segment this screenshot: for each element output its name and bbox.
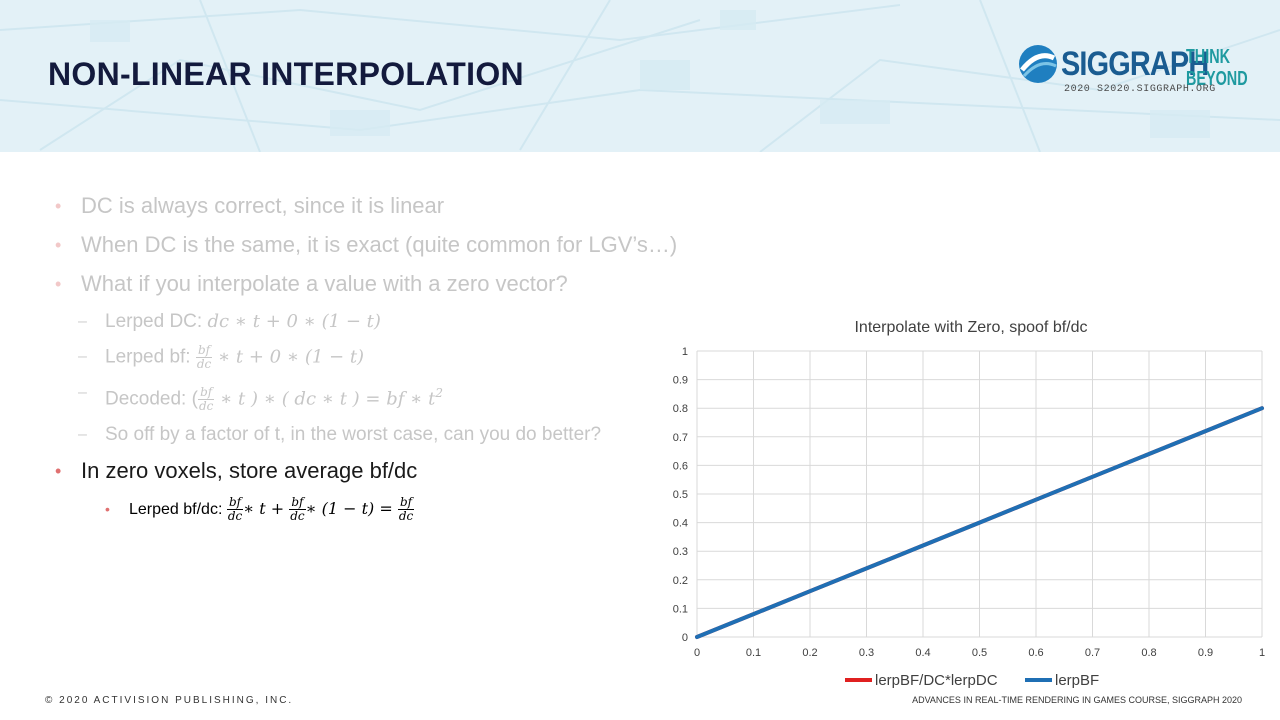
fraction-bf-dc: bf dc (197, 385, 215, 413)
sub-bullet-lerped-dc: Lerped DC: dc ∗ t + 0 ∗ (1 − t) (52, 309, 692, 335)
sub-bullet-label: Lerped bf: (105, 346, 196, 368)
fraction-numerator: bf (226, 496, 244, 511)
y-tick-label: 0 (682, 632, 688, 644)
bullet-text: DC is always correct, since it is linear (81, 193, 445, 218)
fraction-denominator: dc (290, 509, 305, 524)
logo-wordmark: SIGGRAPH (1061, 45, 1209, 83)
bullet-dc-correct: DC is always correct, since it is linear (52, 192, 692, 220)
x-tick-label: 0.8 (1141, 647, 1156, 659)
y-tick-label: 0.3 (673, 546, 688, 558)
x-axis-ticks: 0 0.1 0.2 0.3 0.4 0.5 0.6 0.7 0.8 0.9 1 (694, 647, 1265, 659)
chart-grid (696, 350, 1263, 638)
bullet-text: What if you interpolate a value with a z… (81, 271, 568, 296)
map-background (0, 0, 1280, 152)
fraction-bf-dc: bf dc (226, 496, 244, 524)
y-tick-label: 0.6 (673, 460, 688, 472)
header-banner: NON-LINEAR INTERPOLATION SIGGRAPH THINK … (0, 0, 1280, 152)
formula-lerped-dc: dc ∗ t + 0 ∗ (1 − t) (207, 311, 381, 332)
logo-tagline: THINK BEYOND (1186, 46, 1248, 90)
formula-decoded: ∗ t ) ∗ ( dc ∗ t ) = (214, 388, 387, 410)
fraction-denominator: dc (196, 357, 212, 371)
fraction-denominator: dc (227, 509, 243, 524)
bullet-zero-vector: What if you interpolate a value with a z… (52, 270, 692, 298)
x-tick-label: 0.3 (859, 647, 874, 659)
fraction-numerator: bf (197, 385, 215, 400)
formula-decoded-result: bf ∗ t (386, 388, 436, 410)
logo-tagline-think: THINK (1186, 46, 1230, 68)
y-tick-label: 1 (682, 346, 688, 358)
footer-copyright: © 2020 ACTIVISION PUBLISHING, INC. (45, 695, 294, 706)
x-tick-label: 0.5 (972, 647, 987, 659)
y-tick-label: 0.7 (673, 432, 688, 444)
chart-title: Interpolate with Zero, spoof bf/dc (854, 319, 1087, 336)
legend-label-1: lerpBF/DC*lerpDC (875, 672, 998, 689)
fraction-bf-dc: bf dc (289, 496, 306, 524)
fraction-numerator: bf (289, 496, 306, 511)
formula-lerped-bf: ∗ t + 0 ∗ (1 − t) (212, 346, 365, 368)
bullet-list: DC is always correct, since it is linear… (52, 192, 692, 523)
fraction-numerator: bf (195, 344, 213, 358)
bullet-text: In zero voxels, store average bf/dc (81, 457, 418, 483)
sub-bullet-label: Decoded: ( (105, 388, 198, 410)
siggraph-logo: SIGGRAPH THINK BEYOND 2020 S2020.SIGGRAP… (1018, 44, 1248, 102)
logo-tagline-beyond: BEYOND (1186, 68, 1248, 90)
bullet-dc-same: When DC is the same, it is exact (quite … (52, 231, 692, 259)
y-axis-ticks: 0 0.1 0.2 0.3 0.4 0.5 0.6 0.7 0.8 0.9 1 (673, 346, 688, 644)
logo-subtitle: 2020 S2020.SIGGRAPH.ORG (1064, 84, 1216, 95)
y-tick-label: 0.8 (673, 403, 688, 415)
series-line-2 (695, 406, 1264, 639)
siggraph-swirl-icon (1019, 45, 1057, 83)
x-tick-label: 0.9 (1198, 647, 1213, 659)
y-tick-label: 0.4 (673, 518, 688, 530)
legend-label-2: lerpBF (1055, 672, 1099, 689)
formula-part-b: ∗ (1 − t) = (305, 498, 398, 518)
y-tick-label: 0.1 (673, 603, 688, 615)
fraction-denominator: dc (398, 509, 414, 524)
sub-bullet-label: Lerped DC: (105, 311, 208, 332)
x-tick-label: 0.4 (915, 647, 930, 659)
x-tick-label: 0.7 (1085, 647, 1100, 659)
x-tick-label: 0.2 (802, 647, 817, 659)
x-tick-label: 0.6 (1028, 647, 1043, 659)
fraction-denominator: dc (198, 398, 214, 413)
x-tick-label: 0.1 (746, 647, 761, 659)
bullet-zero-voxels: In zero voxels, store average bf/dc (52, 457, 692, 485)
fraction-bf-dc: bf dc (195, 344, 213, 371)
y-tick-label: 0.5 (673, 489, 688, 501)
sub-bullet-label: Lerped bf/dc: (129, 500, 227, 518)
chart-legend: lerpBF/DC*lerpDC lerpBF (845, 672, 1099, 689)
line-chart: Interpolate with Zero, spoof bf/dc 00.10… (673, 319, 1265, 689)
sub-bullet-off-by-factor: So off by a factor of t, in the worst ca… (52, 422, 692, 448)
x-tick-label: 0 (694, 647, 700, 659)
sub-bullet-text: So off by a factor of t, in the worst ca… (105, 423, 602, 445)
fraction-numerator: bf (397, 496, 415, 511)
page-title: NON-LINEAR INTERPOLATION (48, 56, 524, 92)
footer-course: ADVANCES IN REAL-TIME RENDERING IN GAMES… (912, 695, 1242, 705)
chart-series (695, 406, 1264, 639)
fraction-bf-dc: bf dc (397, 496, 415, 524)
x-tick-label: 1 (1259, 647, 1265, 659)
y-tick-label: 0.9 (673, 375, 688, 387)
y-tick-label: 0.2 (673, 575, 688, 587)
bullet-text: When DC is the same, it is exact (quite … (81, 232, 678, 257)
formula-exponent: 2 (435, 386, 443, 400)
formula-part-a: ∗ t + (243, 498, 290, 518)
